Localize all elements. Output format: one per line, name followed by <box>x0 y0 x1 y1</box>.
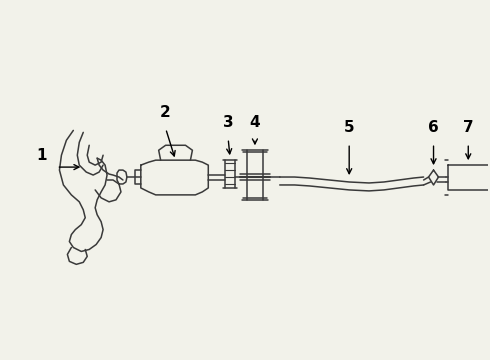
Text: 7: 7 <box>463 120 473 135</box>
Text: 1: 1 <box>36 148 47 163</box>
Text: 2: 2 <box>160 105 171 121</box>
Text: 6: 6 <box>428 120 439 135</box>
Text: 3: 3 <box>223 116 233 130</box>
Text: 4: 4 <box>249 116 260 130</box>
Text: 5: 5 <box>344 120 354 135</box>
